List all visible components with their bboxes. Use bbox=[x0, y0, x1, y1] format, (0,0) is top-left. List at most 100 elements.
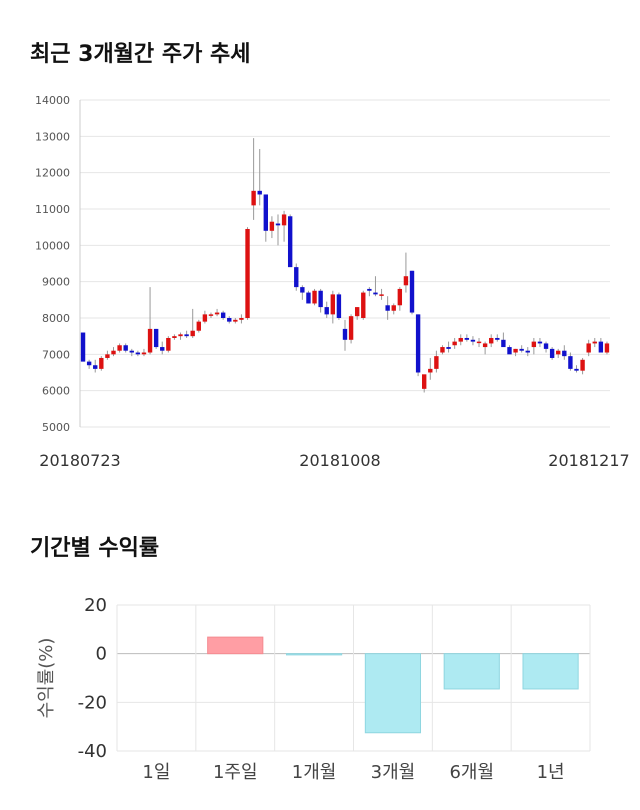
candle-down bbox=[574, 368, 579, 371]
candle-up bbox=[147, 328, 153, 353]
period-returns-title: 기간별 수익률 bbox=[30, 536, 160, 561]
candle-down bbox=[501, 339, 506, 348]
candle-up bbox=[422, 374, 427, 389]
candle-up bbox=[208, 314, 214, 316]
returns-category-label: 1개월 bbox=[292, 762, 337, 783]
candle-down bbox=[123, 345, 128, 351]
date-label-start: 20180723 bbox=[39, 451, 120, 470]
candle-up bbox=[428, 368, 433, 373]
candle-up bbox=[482, 343, 488, 348]
candle-down bbox=[409, 270, 415, 313]
candle-up bbox=[556, 350, 561, 355]
candle-up bbox=[117, 345, 122, 351]
price-y-tick-label: 9000 bbox=[42, 276, 70, 289]
returns-bar bbox=[443, 653, 500, 690]
candle-down bbox=[294, 267, 299, 288]
candle-up bbox=[348, 316, 354, 340]
returns-chart-categories: 1일 1주일 1개월 3개월 6개월 1년 bbox=[142, 762, 564, 783]
candle-down bbox=[367, 288, 372, 291]
returns-chart-grid bbox=[116, 604, 591, 752]
candle-down bbox=[342, 328, 348, 340]
candle-up bbox=[391, 305, 396, 311]
candle-down bbox=[257, 190, 262, 195]
candle-up bbox=[592, 341, 597, 344]
candle-down bbox=[373, 292, 378, 295]
date-label-middle: 20181008 bbox=[299, 451, 380, 470]
candle-down bbox=[184, 334, 189, 337]
candle-down bbox=[385, 305, 390, 311]
candle-up bbox=[312, 290, 317, 304]
candle-up bbox=[196, 321, 201, 331]
candle-down bbox=[153, 328, 159, 348]
candle-down bbox=[470, 339, 476, 342]
returns-bar bbox=[522, 653, 579, 690]
candle-down bbox=[549, 348, 555, 358]
candle-down bbox=[275, 223, 281, 226]
price-trend-title: 최근 3개월간 주가 추세 bbox=[30, 42, 251, 67]
candle-down bbox=[86, 361, 92, 366]
candle-down bbox=[415, 314, 421, 373]
candle-up bbox=[214, 312, 220, 315]
price-y-tick-label: 12000 bbox=[35, 167, 70, 180]
candle-up bbox=[141, 352, 147, 355]
candle-down bbox=[160, 347, 165, 351]
price-chart-candles bbox=[80, 138, 610, 393]
candle-down bbox=[519, 348, 524, 351]
candle-down bbox=[568, 356, 573, 369]
candle-up bbox=[99, 357, 104, 369]
candle-up bbox=[281, 214, 287, 226]
candle-up bbox=[489, 337, 494, 344]
candle-up bbox=[239, 318, 244, 320]
candle-up bbox=[379, 294, 384, 296]
candle-down bbox=[135, 352, 141, 355]
returns-bar bbox=[364, 653, 422, 734]
candle-up bbox=[586, 343, 591, 353]
candle-down bbox=[324, 307, 329, 315]
candle-down bbox=[598, 341, 604, 353]
candle-down bbox=[562, 350, 567, 357]
price-y-tick-label: 8000 bbox=[42, 312, 70, 325]
returns-category-label: 1주일 bbox=[213, 762, 258, 783]
price-y-tick-label: 13000 bbox=[35, 130, 70, 143]
candle-down bbox=[525, 350, 530, 353]
candle-up bbox=[403, 276, 409, 286]
candle-up bbox=[111, 350, 116, 355]
returns-y-tick-label: 0 bbox=[96, 644, 107, 665]
candle-up bbox=[166, 337, 171, 351]
candle-down bbox=[263, 194, 268, 231]
candle-up bbox=[452, 341, 457, 346]
candle-up bbox=[172, 336, 177, 338]
returns-bar bbox=[207, 636, 264, 655]
candle-down bbox=[336, 294, 342, 318]
returns-y-tick-label: 20 bbox=[84, 595, 107, 616]
price-candlestick-chart: 5000 6000 7000 8000 9000 10000 11000 12000 13000… bbox=[35, 94, 630, 470]
candle-down bbox=[220, 312, 226, 318]
candle-up bbox=[354, 307, 360, 317]
returns-y-tick-label: -40 bbox=[78, 741, 107, 762]
returns-chart-bars bbox=[207, 636, 579, 734]
candle-up bbox=[604, 343, 610, 353]
candle-up bbox=[513, 348, 518, 353]
candle-down bbox=[300, 287, 305, 293]
candle-down bbox=[287, 216, 293, 268]
price-chart-y-ticks: 5000 6000 7000 8000 9000 10000 11000 12000 13000… bbox=[35, 94, 70, 434]
period-returns-bar-chart: 20 0 -20 -40 1일 1주일 1개월 3개월 6개월 1년 수익률(%) bbox=[36, 595, 591, 783]
candle-up bbox=[190, 330, 195, 337]
price-y-tick-label: 6000 bbox=[42, 385, 70, 398]
candle-down bbox=[306, 292, 311, 304]
candle-up bbox=[397, 288, 403, 306]
candle-up bbox=[269, 221, 275, 231]
candle-up bbox=[251, 190, 256, 206]
candle-down bbox=[543, 343, 549, 349]
price-y-tick-label: 5000 bbox=[42, 421, 70, 434]
candle-up bbox=[105, 354, 110, 358]
price-y-tick-label: 7000 bbox=[42, 348, 70, 361]
candle-up bbox=[202, 314, 208, 322]
candle-down bbox=[507, 347, 512, 355]
date-label-end: 20181217 bbox=[548, 451, 629, 470]
candle-up bbox=[440, 347, 445, 353]
candle-down bbox=[318, 290, 323, 308]
returns-category-label: 6개월 bbox=[449, 762, 494, 783]
returns-category-label: 1년 bbox=[537, 762, 565, 783]
candle-up bbox=[458, 337, 463, 342]
